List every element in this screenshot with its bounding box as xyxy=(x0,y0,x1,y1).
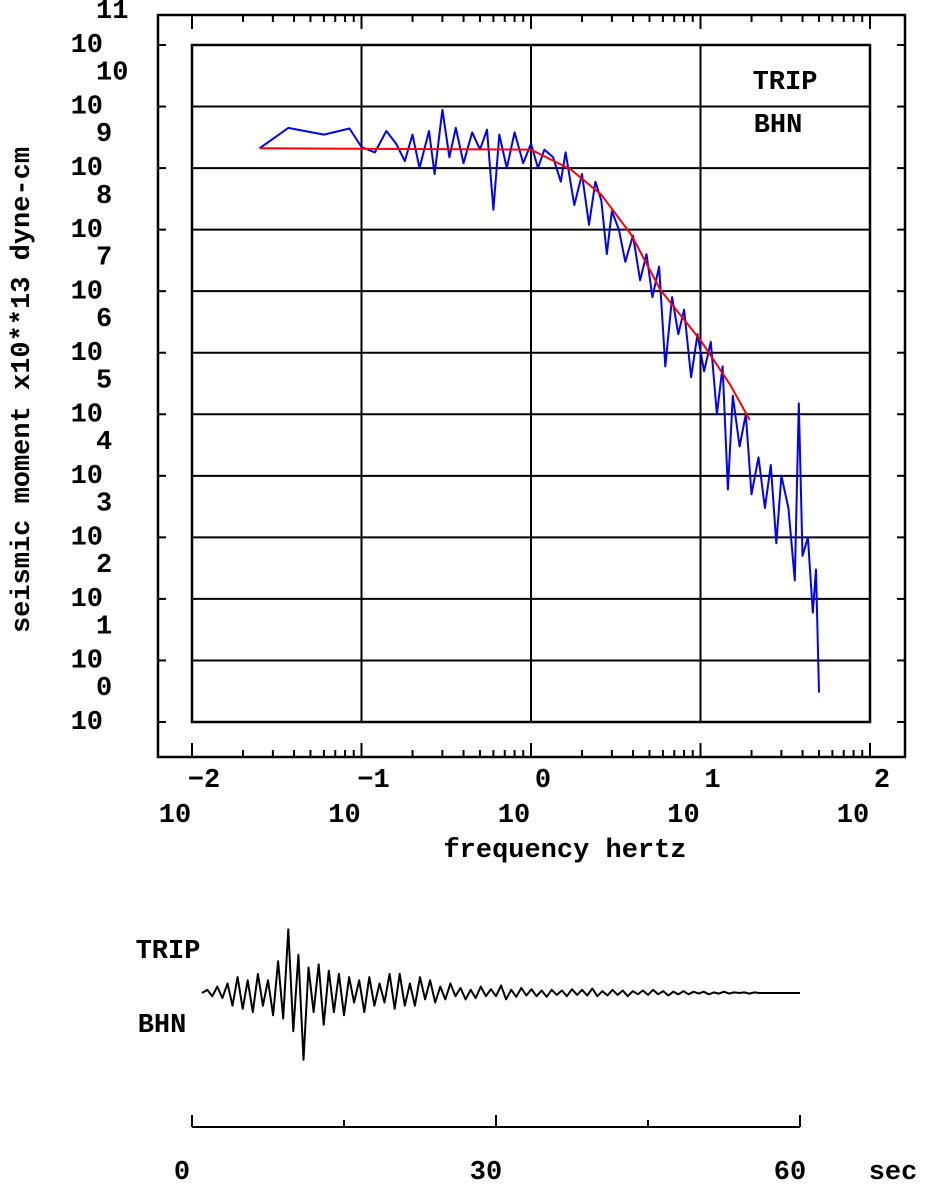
y-tick-exponent: 5 xyxy=(96,366,112,396)
y-tick-exponent: 8 xyxy=(96,182,112,212)
x-tick-exponent: 2 xyxy=(874,766,890,796)
y-tick-exponent: 10 xyxy=(96,59,128,89)
x-axis-label: frequency hertz xyxy=(443,836,686,866)
y-tick-label: 10 xyxy=(71,154,103,184)
y-tick-label: 10 xyxy=(71,216,103,246)
y-tick-exponent: 7 xyxy=(96,243,112,273)
y-tick-label: 10 xyxy=(71,400,103,430)
x-tick-label: 10 xyxy=(159,801,191,831)
x-tick-label: 10 xyxy=(328,801,360,831)
x-tick-label: 60 xyxy=(774,1158,806,1184)
y-tick-exponent: 4 xyxy=(96,428,112,458)
channel-label: BHN xyxy=(754,111,803,141)
y-tick-label: 10 xyxy=(71,647,103,677)
channel-label: BHN xyxy=(138,1011,187,1041)
y-tick-label: 10 xyxy=(71,462,103,492)
x-tick-exponent: −1 xyxy=(357,766,389,796)
data-line xyxy=(201,928,800,1061)
y-tick-label: 10 xyxy=(71,93,103,123)
y-tick-exponent: 11 xyxy=(96,0,128,27)
y-tick-exponent: 0 xyxy=(96,674,112,704)
y-tick-label: 10 xyxy=(71,708,103,738)
station-label: TRIP xyxy=(753,68,818,98)
x-tick-label: 10 xyxy=(837,801,869,831)
x-unit-label: sec xyxy=(869,1158,918,1184)
x-tick-label: 30 xyxy=(470,1158,502,1184)
data-line xyxy=(259,147,751,421)
y-tick-exponent: 1 xyxy=(96,613,112,643)
y-tick-label: 10 xyxy=(71,523,103,553)
x-tick-label: 10 xyxy=(498,801,530,831)
x-tick-label: 10 xyxy=(667,801,699,831)
x-tick-exponent: −2 xyxy=(188,766,220,796)
y-axis-label: seismic moment x10**13 dyne-cm xyxy=(8,147,38,633)
y-tick-exponent: 3 xyxy=(96,489,112,519)
y-tick-exponent: 2 xyxy=(96,551,112,581)
y-tick-label: 10 xyxy=(71,277,103,307)
x-tick-label: 0 xyxy=(174,1158,190,1184)
y-tick-label: 10 xyxy=(71,339,103,369)
y-tick-label: 10 xyxy=(71,31,103,61)
x-tick-exponent: 1 xyxy=(704,766,720,796)
y-tick-exponent: 6 xyxy=(96,305,112,335)
y-tick-label: 10 xyxy=(71,585,103,615)
x-tick-exponent: 0 xyxy=(535,766,551,796)
station-label: TRIP xyxy=(136,937,201,967)
y-tick-exponent: 9 xyxy=(96,120,112,150)
data-line xyxy=(258,108,820,693)
